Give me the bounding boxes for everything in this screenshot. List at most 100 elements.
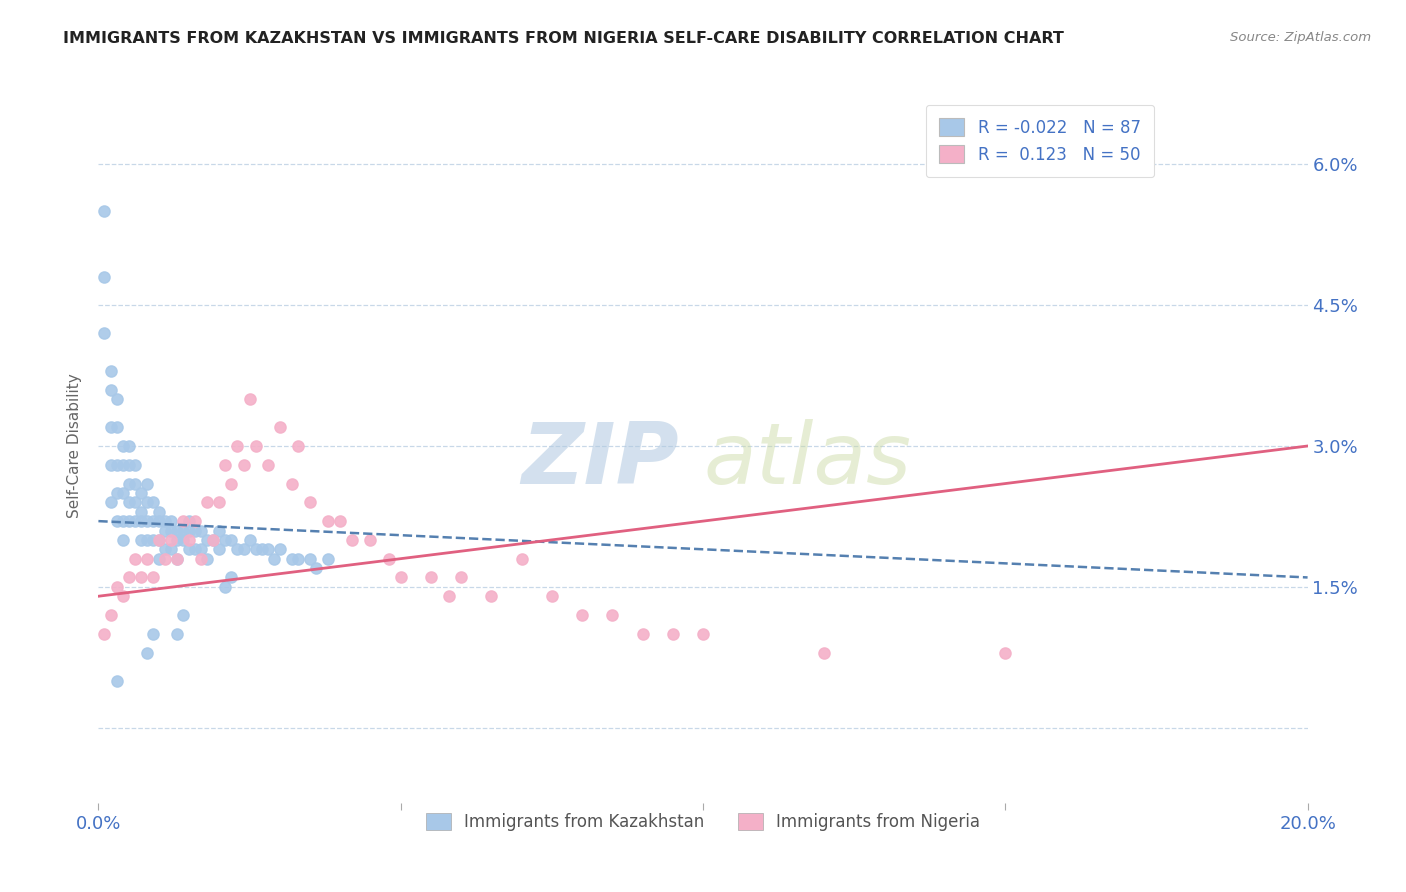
Point bbox=[172, 533, 194, 547]
Point bbox=[105, 486, 128, 500]
Point bbox=[256, 458, 278, 472]
Point bbox=[105, 673, 128, 688]
Point bbox=[118, 458, 141, 472]
Point bbox=[118, 514, 141, 528]
Point bbox=[208, 495, 231, 509]
Point bbox=[100, 383, 122, 397]
Point bbox=[105, 392, 128, 406]
Point bbox=[214, 580, 236, 594]
Point bbox=[100, 420, 122, 434]
Point bbox=[111, 458, 134, 472]
Point bbox=[437, 589, 460, 603]
Point bbox=[214, 533, 236, 547]
Point bbox=[111, 514, 134, 528]
Point bbox=[377, 551, 399, 566]
Point bbox=[299, 551, 322, 566]
Point bbox=[602, 607, 624, 622]
Point bbox=[661, 627, 683, 641]
Point bbox=[135, 514, 157, 528]
Point bbox=[179, 524, 201, 538]
Point bbox=[287, 551, 309, 566]
Point bbox=[202, 533, 225, 547]
Point bbox=[148, 533, 170, 547]
Point bbox=[692, 627, 714, 641]
Point bbox=[208, 524, 231, 538]
Point bbox=[105, 580, 128, 594]
Point bbox=[129, 486, 152, 500]
Point bbox=[316, 514, 339, 528]
Point bbox=[129, 505, 152, 519]
Point bbox=[184, 514, 207, 528]
Point bbox=[245, 542, 267, 557]
Point bbox=[190, 551, 212, 566]
Point bbox=[142, 627, 165, 641]
Point bbox=[135, 551, 157, 566]
Point bbox=[93, 204, 115, 219]
Point bbox=[124, 551, 146, 566]
Text: ZIP: ZIP bbox=[522, 418, 679, 502]
Point bbox=[389, 570, 412, 584]
Point bbox=[263, 551, 285, 566]
Point bbox=[100, 607, 122, 622]
Point bbox=[100, 495, 122, 509]
Point bbox=[160, 514, 183, 528]
Point bbox=[256, 542, 278, 557]
Point bbox=[221, 533, 243, 547]
Point bbox=[148, 551, 170, 566]
Point bbox=[202, 533, 225, 547]
Point bbox=[148, 514, 170, 528]
Point bbox=[571, 607, 593, 622]
Point bbox=[299, 495, 322, 509]
Point bbox=[287, 439, 309, 453]
Point bbox=[214, 458, 236, 472]
Point bbox=[994, 646, 1017, 660]
Point bbox=[239, 533, 262, 547]
Point bbox=[129, 514, 152, 528]
Point bbox=[239, 392, 262, 406]
Point bbox=[281, 551, 304, 566]
Point bbox=[329, 514, 352, 528]
Point bbox=[111, 533, 134, 547]
Point bbox=[160, 524, 183, 538]
Point bbox=[129, 533, 152, 547]
Point bbox=[420, 570, 443, 584]
Y-axis label: Self-Care Disability: Self-Care Disability bbox=[67, 374, 83, 518]
Point bbox=[129, 570, 152, 584]
Point bbox=[124, 458, 146, 472]
Point bbox=[142, 570, 165, 584]
Point bbox=[100, 458, 122, 472]
Point bbox=[250, 542, 273, 557]
Point bbox=[118, 439, 141, 453]
Point bbox=[153, 524, 176, 538]
Point bbox=[100, 364, 122, 378]
Point bbox=[172, 514, 194, 528]
Point bbox=[142, 514, 165, 528]
Point bbox=[195, 533, 218, 547]
Point bbox=[166, 533, 188, 547]
Point bbox=[153, 514, 176, 528]
Point bbox=[221, 570, 243, 584]
Point bbox=[269, 420, 291, 434]
Point bbox=[208, 542, 231, 557]
Point bbox=[190, 542, 212, 557]
Point bbox=[124, 495, 146, 509]
Point bbox=[342, 533, 364, 547]
Point bbox=[93, 326, 115, 341]
Point bbox=[540, 589, 562, 603]
Point bbox=[166, 551, 188, 566]
Point bbox=[305, 561, 328, 575]
Point bbox=[166, 551, 188, 566]
Point bbox=[153, 551, 176, 566]
Point bbox=[813, 646, 835, 660]
Point bbox=[111, 486, 134, 500]
Point bbox=[124, 476, 146, 491]
Point bbox=[184, 542, 207, 557]
Text: IMMIGRANTS FROM KAZAKHSTAN VS IMMIGRANTS FROM NIGERIA SELF-CARE DISABILITY CORRE: IMMIGRANTS FROM KAZAKHSTAN VS IMMIGRANTS… bbox=[63, 31, 1064, 46]
Point bbox=[148, 533, 170, 547]
Point bbox=[111, 439, 134, 453]
Point bbox=[105, 420, 128, 434]
Point bbox=[166, 627, 188, 641]
Legend: Immigrants from Kazakhstan, Immigrants from Nigeria: Immigrants from Kazakhstan, Immigrants f… bbox=[412, 799, 994, 845]
Point bbox=[124, 514, 146, 528]
Point bbox=[510, 551, 533, 566]
